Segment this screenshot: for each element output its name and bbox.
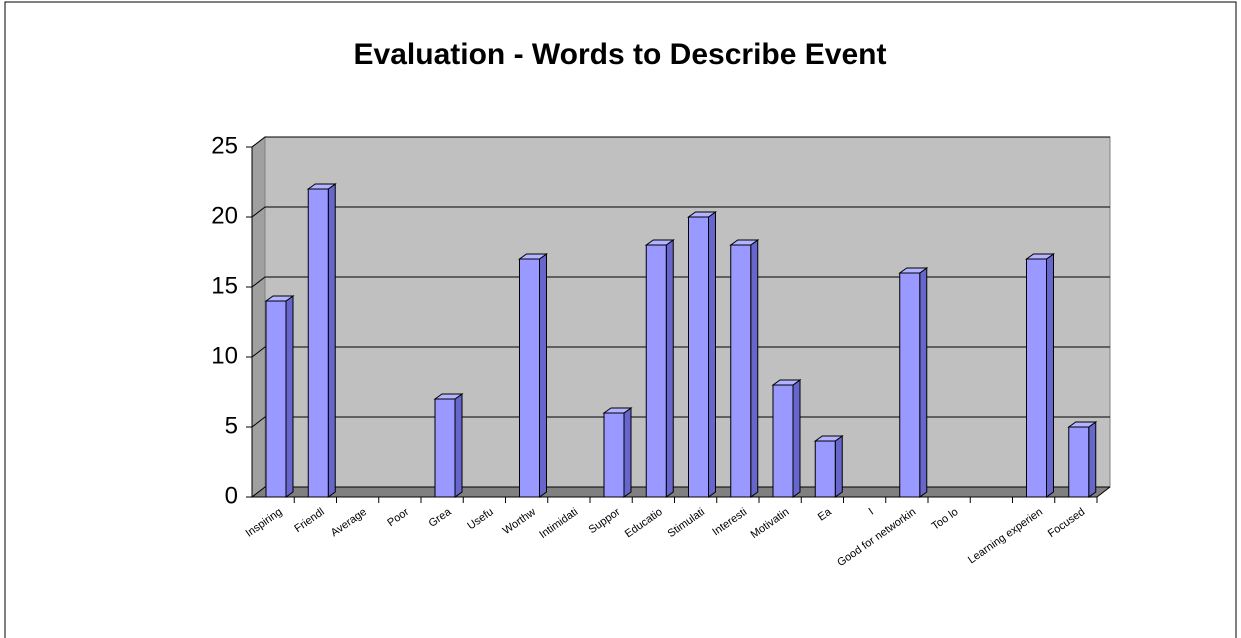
y-tick-label: 5: [225, 412, 238, 439]
bar: [1026, 258, 1047, 498]
bar-side: [285, 295, 294, 498]
bar-side: [1088, 421, 1097, 498]
bar: [688, 216, 709, 498]
x-axis-depth: [1096, 486, 1111, 498]
bar: [899, 272, 921, 498]
bar-side: [1046, 253, 1054, 498]
grid-line: [251, 416, 1110, 428]
bar-side: [708, 211, 716, 498]
y-tick-label: 25: [211, 132, 238, 159]
bar: [1068, 426, 1090, 498]
bar: [603, 412, 625, 498]
grid-line: [251, 136, 1110, 148]
y-tick-label: 10: [211, 342, 238, 369]
bar: [645, 244, 667, 498]
bar: [265, 300, 287, 498]
bar-side: [834, 435, 843, 498]
x-tick-label: I: [867, 506, 876, 518]
back-wall: [264, 136, 1111, 488]
bar-side: [454, 393, 463, 498]
grid-line: [251, 346, 1110, 358]
bar: [814, 440, 836, 498]
bar-side: [327, 183, 336, 498]
bar: [772, 384, 794, 498]
bar-side: [539, 253, 547, 498]
bar-side: [919, 267, 928, 498]
bar: [307, 188, 329, 498]
y-tick-label: 0: [225, 482, 238, 509]
y-tick-label: 15: [211, 272, 238, 299]
bar: [434, 398, 456, 498]
grid-line: [251, 276, 1110, 288]
bar-side: [792, 379, 801, 498]
side-wall: [251, 135, 266, 499]
chart-title: Evaluation - Words to Describe Event: [354, 38, 887, 71]
grid-line: [251, 206, 1110, 218]
bar: [519, 258, 540, 498]
bar-side: [750, 239, 759, 498]
bar-side: [665, 239, 674, 498]
floor: [252, 487, 1110, 497]
y-tick-label: 20: [211, 202, 238, 229]
bar-side: [623, 407, 632, 498]
bar: [730, 244, 752, 498]
